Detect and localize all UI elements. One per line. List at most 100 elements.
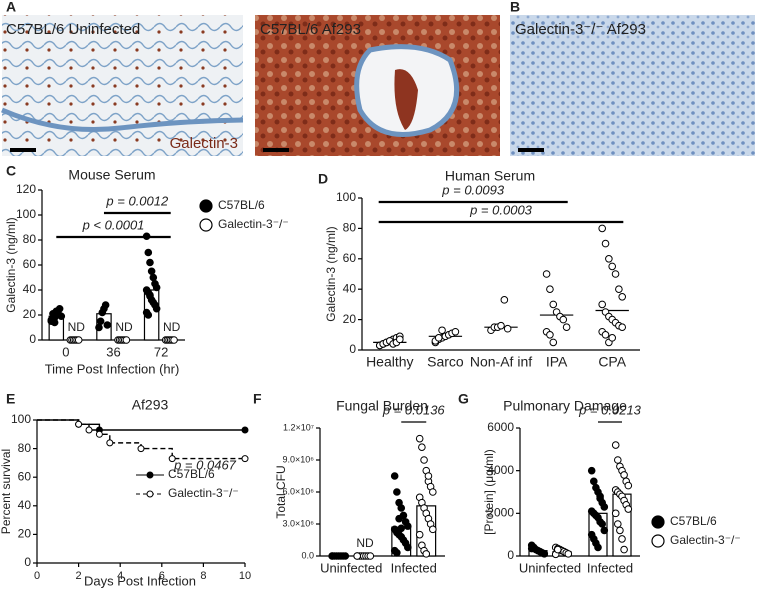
x-axis-label: Time Post Infection (hr) <box>45 361 180 376</box>
data-point <box>418 443 426 452</box>
data-point <box>144 311 153 319</box>
y-tick-label: 6.0×10⁶ <box>283 486 315 496</box>
data-point <box>598 300 606 309</box>
data-point <box>366 552 375 560</box>
p-value: p = 0.0467 <box>173 457 237 472</box>
data-point <box>393 549 401 557</box>
data-point <box>616 526 624 535</box>
data-point <box>605 254 613 263</box>
p-value: p = 0.0213 <box>578 402 642 417</box>
x-tick-label: Uninfected <box>519 560 581 575</box>
data-point <box>397 504 406 512</box>
data-point <box>601 331 610 339</box>
data-point <box>434 334 443 342</box>
data-point <box>601 239 610 248</box>
data-point <box>620 471 628 479</box>
y-tick-label: 80 <box>23 232 37 246</box>
data-point <box>549 338 558 347</box>
p-value: p < 0.0001 <box>82 217 145 232</box>
x-tick-label: 8 <box>200 570 206 582</box>
y-tick-label: 120 <box>16 182 36 196</box>
panel-letter: E <box>6 391 15 407</box>
data-point <box>614 456 622 464</box>
data-point <box>590 477 598 486</box>
image-title: Galectin-3⁻/⁻ Af293 <box>515 21 646 38</box>
data-point <box>608 334 617 342</box>
y-tick-label: 6000 <box>487 420 514 434</box>
data-point <box>624 505 633 513</box>
scale-bar <box>518 148 544 152</box>
y-tick-label: 20 <box>23 307 37 321</box>
data-point <box>587 466 596 475</box>
data-point <box>562 323 571 332</box>
data-point <box>600 526 609 535</box>
data-point <box>146 291 154 299</box>
y-tick-label: 60 <box>343 251 357 265</box>
y-axis-label: Total CFU <box>274 465 288 518</box>
data-point <box>620 545 628 554</box>
data-point <box>564 550 573 558</box>
data-point <box>611 270 620 278</box>
data-point <box>424 472 433 480</box>
data-point <box>618 535 626 543</box>
chart-title: Mouse Serum <box>68 167 155 183</box>
data-point <box>152 283 161 292</box>
data-point <box>438 326 446 335</box>
x-tick-label: IPA <box>546 354 568 370</box>
legend-label: Galectin-3⁻/⁻ <box>218 217 289 231</box>
y-tick-label: 60 <box>18 469 32 483</box>
data-point <box>397 524 406 533</box>
data-point <box>144 248 153 257</box>
legend-label: C57BL/6 <box>218 198 265 212</box>
data-point <box>540 550 549 558</box>
data-point <box>615 285 623 294</box>
micrograph <box>2 15 243 156</box>
y-tick-label: 60 <box>23 257 37 271</box>
data-point <box>451 327 460 336</box>
data-point <box>608 262 617 271</box>
data-point <box>618 293 627 301</box>
data-point <box>554 545 562 554</box>
legend-label: Galectin-3⁻/⁻ <box>168 486 239 500</box>
data-point <box>415 434 424 443</box>
y-axis-label: [Protein] (μg/ml) <box>482 449 496 535</box>
y-tick-label: 40 <box>18 498 32 512</box>
image-title: C57BL/6 Uninfected <box>6 21 140 38</box>
data-point <box>103 321 112 329</box>
panel-letter: C <box>6 163 16 179</box>
data-point <box>396 335 404 344</box>
data-point <box>618 323 627 332</box>
nd-label: ND <box>356 536 374 550</box>
y-tick-label: 100 <box>11 412 31 426</box>
data-point <box>395 514 403 523</box>
x-tick-label: 4 <box>117 570 123 582</box>
x-tick-label: Non-Af inf <box>470 354 532 370</box>
legend-marker <box>199 199 213 213</box>
data-point <box>614 520 622 528</box>
y-axis-label: Percent survival <box>0 449 13 534</box>
data-point <box>147 267 156 276</box>
data-point <box>559 315 568 324</box>
y-tick-label: 20 <box>18 527 32 541</box>
y-tick-label: 40 <box>343 281 357 295</box>
x-tick-label: 10 <box>239 570 251 582</box>
stain-label: Galectin-3 <box>170 135 238 152</box>
legend-label: C57BL/6 <box>168 467 215 481</box>
data-point <box>598 520 607 528</box>
data-point <box>420 456 428 464</box>
chart-title: Af293 <box>132 397 169 413</box>
censor-mark <box>95 430 103 438</box>
censor-mark <box>106 439 114 447</box>
chart-title: Fungal Burden <box>336 398 428 414</box>
x-tick-label: 2 <box>76 570 82 582</box>
micrograph <box>510 15 755 156</box>
data-point <box>596 494 604 503</box>
x-tick-label: Sarco <box>427 354 464 370</box>
legend-marker <box>651 534 665 548</box>
censor-mark <box>75 420 83 428</box>
data-point <box>549 300 558 309</box>
data-point <box>611 509 620 518</box>
panel-letter: G <box>458 391 469 407</box>
data-point <box>152 304 161 313</box>
